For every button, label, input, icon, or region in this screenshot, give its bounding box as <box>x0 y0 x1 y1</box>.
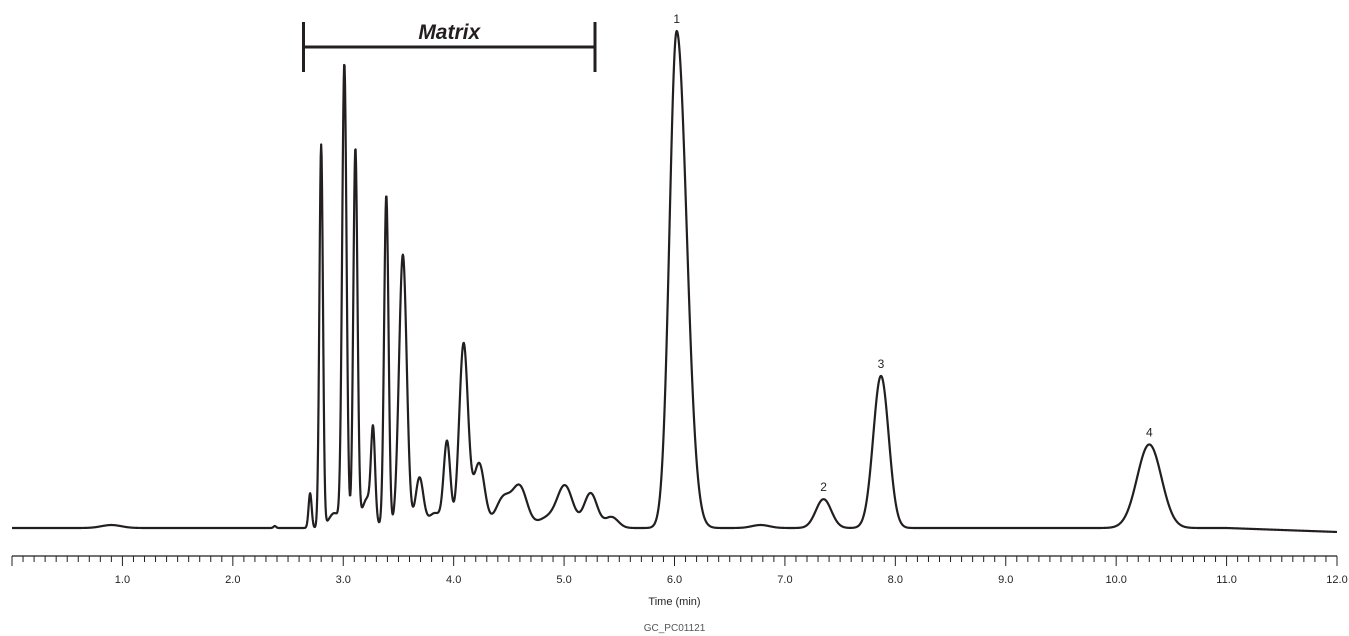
matrix-region-label: Matrix <box>418 21 481 44</box>
x-tick-label: 10.0 <box>1105 574 1126 586</box>
figure-caption: GC_PC01121 <box>644 623 706 634</box>
x-tick-label: 4.0 <box>446 574 461 586</box>
x-axis-title: Time (min) <box>648 596 700 608</box>
x-tick-label: 5.0 <box>556 574 571 586</box>
x-tick-label: 7.0 <box>777 574 792 586</box>
x-tick-label: 3.0 <box>336 574 351 586</box>
x-tick-label: 11.0 <box>1216 574 1237 586</box>
chromatogram-trace <box>11 29 1338 534</box>
peak-label-3: 3 <box>878 357 885 371</box>
x-tick-label: 6.0 <box>667 574 682 586</box>
peak-label-1: 1 <box>673 12 680 26</box>
peak-label-2: 2 <box>820 480 827 494</box>
peak-label-4: 4 <box>1146 426 1153 440</box>
x-tick-label: 9.0 <box>998 574 1013 586</box>
matrix-region: Matrix <box>302 21 597 72</box>
x-tick-label: 2.0 <box>225 574 240 586</box>
peak-labels: 1 2 3 4 <box>673 12 1153 494</box>
x-tick-label: 8.0 <box>888 574 903 586</box>
x-axis-ticks <box>11 556 1338 566</box>
x-axis-tick-labels: 1.0 2.0 3.0 4.0 5.0 6.0 7.0 8.0 9.0 10.0 11.0 12.0 <box>115 574 1348 586</box>
x-tick-label: 12.0 <box>1326 574 1347 586</box>
x-tick-label: 1.0 <box>115 574 130 586</box>
